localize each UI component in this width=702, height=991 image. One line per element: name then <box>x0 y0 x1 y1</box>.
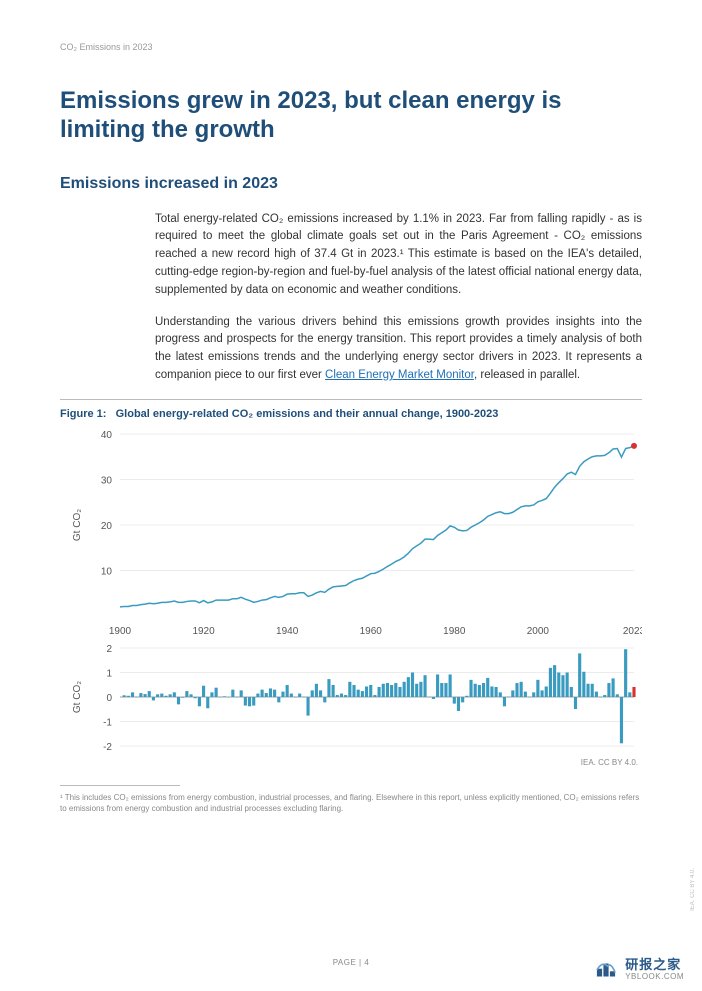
svg-text:30: 30 <box>101 475 113 486</box>
svg-text:1: 1 <box>106 668 112 679</box>
clean-energy-link[interactable]: Clean Energy Market Monitor <box>325 369 474 381</box>
svg-text:2023: 2023 <box>623 626 642 637</box>
svg-text:1940: 1940 <box>276 626 299 637</box>
watermark-cn: 研报之家 <box>625 958 684 972</box>
chart-svg: 10203040Gt CO₂19001920194019601980200020… <box>60 426 642 756</box>
main-title: Emissions grew in 2023, but clean energy… <box>60 87 642 145</box>
paragraph-2: Understanding the various drivers behind… <box>155 314 642 385</box>
svg-text:20: 20 <box>101 521 113 532</box>
svg-text:2000: 2000 <box>527 626 550 637</box>
figure-caption: Figure 1: Global energy-related CO₂ emis… <box>60 408 642 420</box>
svg-text:2: 2 <box>106 644 112 655</box>
watermark-en: YBLOOK.COM <box>625 973 684 982</box>
figure-attribution: IEA. CC BY 4.0. <box>60 758 638 767</box>
figure-caption-prefix: Figure 1: <box>60 408 106 420</box>
svg-text:Gt CO₂: Gt CO₂ <box>72 681 83 713</box>
svg-text:1900: 1900 <box>109 626 132 637</box>
paragraph-1: Total energy-related CO₂ emissions incre… <box>155 211 642 300</box>
watermark: 研报之家 YBLOOK.COM <box>593 957 684 983</box>
svg-text:Gt CO₂: Gt CO₂ <box>72 509 83 541</box>
figure-caption-text: Global energy-related CO₂ emissions and … <box>116 408 499 420</box>
sub-title: Emissions increased in 2023 <box>60 175 642 193</box>
svg-text:-1: -1 <box>103 717 112 728</box>
doc-header-title: CO₂ Emissions in 2023 <box>60 42 642 52</box>
svg-text:0: 0 <box>106 693 112 704</box>
footnote-text: ¹ This includes CO₂ emissions from energ… <box>60 792 642 814</box>
side-attribution: IEA. CC BY 4.0. <box>690 868 696 911</box>
paragraph-2b: , released in parallel. <box>474 369 580 381</box>
svg-text:-2: -2 <box>103 742 112 753</box>
svg-text:40: 40 <box>101 430 113 441</box>
svg-text:1920: 1920 <box>192 626 215 637</box>
svg-text:10: 10 <box>101 566 113 577</box>
svg-text:1980: 1980 <box>443 626 466 637</box>
figure-charts: 10203040Gt CO₂19001920194019601980200020… <box>60 426 642 756</box>
figure-top-rule <box>60 399 642 400</box>
watermark-icon <box>593 957 619 983</box>
footnote-rule <box>60 785 180 786</box>
svg-text:1960: 1960 <box>360 626 383 637</box>
